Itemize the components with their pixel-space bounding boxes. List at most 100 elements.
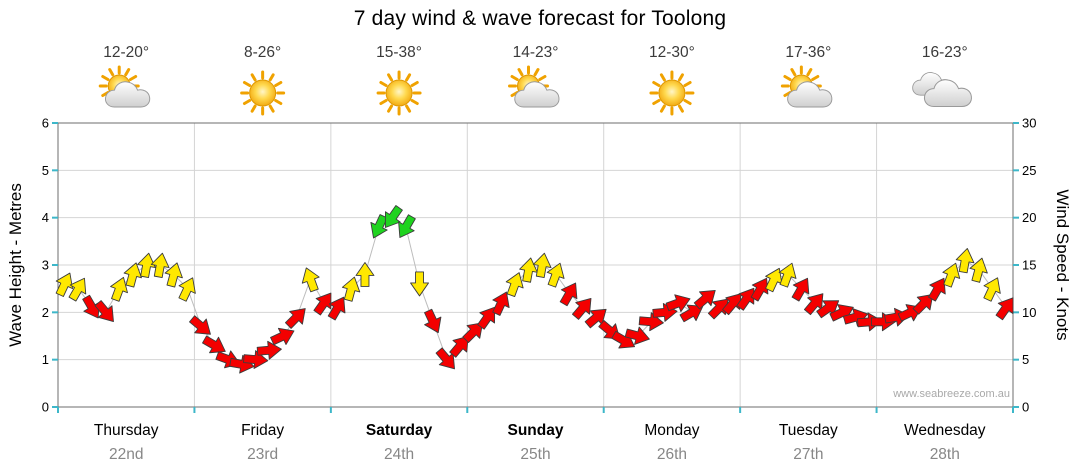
day-name: Saturday	[366, 422, 433, 439]
tick-label: 20	[1022, 210, 1036, 225]
tick-label: 5	[1022, 352, 1029, 367]
watermark: www.seabreeze.com.au	[893, 388, 1010, 400]
sunny-icon	[240, 70, 286, 116]
wind-arrow	[398, 214, 416, 238]
day-name: Friday	[241, 422, 284, 439]
wind-arrows	[55, 205, 1014, 374]
wind-arrow	[189, 315, 211, 335]
temperature-label: 15-38°	[376, 44, 422, 61]
weather-icons	[98, 65, 972, 116]
wind-arrow	[410, 271, 429, 297]
sun-cloud-icon	[508, 65, 560, 108]
temperature-label: 8-26°	[244, 44, 281, 61]
wind-arrow	[341, 276, 361, 302]
wind-arrow	[110, 276, 128, 302]
wind-arrow	[284, 308, 306, 329]
wind-arrow	[546, 262, 565, 288]
wind-arrow	[256, 340, 282, 360]
wind-arrow	[969, 257, 988, 283]
day-labels: Thursday 22nd Friday 23rd Saturday 24th Sunday…	[94, 422, 986, 463]
wind-arrow	[693, 289, 716, 310]
temperature-labels: 12-20° 8-26° 15-38° 14-23° 12-30° 17-36° 16-23…	[103, 44, 967, 61]
sunny-icon	[376, 70, 422, 116]
wind-arrow	[123, 262, 142, 288]
temperature-label: 12-20°	[103, 44, 149, 61]
day-date: 25th	[520, 446, 550, 463]
wind-arrow	[313, 292, 332, 316]
wind-arrow	[270, 327, 295, 346]
wind-arrow	[983, 277, 1001, 302]
tick-label: 15	[1022, 258, 1036, 273]
day-name: Wednesday	[904, 422, 986, 439]
sunny-icon	[649, 70, 695, 116]
wind-arrow	[505, 272, 524, 298]
temperature-label: 12-30°	[649, 44, 695, 61]
wind-arrow	[327, 296, 346, 321]
wind-arrow	[202, 335, 226, 354]
wind-arrow	[722, 293, 742, 316]
wind-arrow	[243, 350, 269, 369]
wind-arrow	[137, 252, 156, 278]
sun-cloud-icon	[780, 65, 833, 108]
wind-arrow	[559, 282, 578, 307]
wind-arrow	[462, 322, 484, 344]
wind-arrow	[942, 262, 961, 288]
wind-arrow	[638, 312, 664, 332]
left-axis-tick-labels: 0 1 2 3 4 5 6	[42, 116, 49, 415]
day-name: Monday	[644, 422, 699, 439]
wind-arrow	[791, 277, 810, 302]
wind-arrow	[355, 262, 375, 287]
axis-ticks	[52, 122, 1019, 413]
wind-arrow	[870, 312, 896, 332]
tick-label: 0	[1022, 400, 1029, 415]
wind-arrow	[532, 252, 552, 278]
tick-label: 5	[42, 163, 49, 178]
wind-arrow	[750, 277, 769, 302]
wind-arrow	[94, 300, 114, 322]
wind-arrow	[150, 252, 170, 278]
day-name: Sunday	[508, 422, 564, 439]
wind-arrow	[928, 277, 946, 302]
day-date: 24th	[384, 446, 414, 463]
temperature-label: 17-36°	[785, 44, 831, 61]
tick-label: 25	[1022, 163, 1036, 178]
wind-arrow	[843, 308, 869, 327]
tick-label: 10	[1022, 305, 1036, 320]
wind-arrow	[55, 272, 74, 297]
day-date: 28th	[930, 446, 960, 463]
wind-arrow	[477, 306, 496, 330]
right-axis-tick-labels: 0 5 10 15 20 25 30	[1022, 116, 1036, 415]
wave-height-axis-label: Wave Height - Metres	[6, 183, 25, 347]
day-name: Tuesday	[779, 422, 838, 439]
day-date: 26th	[657, 446, 687, 463]
wind-arrow	[912, 293, 934, 315]
cloudy-icon	[912, 72, 972, 108]
day-name: Thursday	[94, 422, 159, 439]
wind-arrow	[736, 287, 755, 311]
tick-label: 1	[42, 352, 49, 367]
wind-arrow	[679, 304, 704, 323]
wind-arrow	[955, 247, 975, 274]
wind-arrow	[384, 205, 403, 228]
wind-arrow	[370, 214, 388, 239]
wind-arrow	[572, 297, 592, 320]
wind-speed-axis-label: Wind Speed - Knots	[1053, 189, 1072, 341]
wind-arrow	[68, 277, 87, 302]
tick-label: 0	[42, 400, 49, 415]
wind-arrow	[449, 335, 469, 358]
tick-label: 4	[42, 210, 49, 225]
page-title: 7 day wind & wave forecast for Toolong	[353, 7, 727, 30]
wind-arrow	[665, 294, 691, 313]
temperature-label: 16-23°	[922, 44, 968, 61]
wind-arrow	[624, 326, 650, 345]
wind-arrow	[164, 262, 183, 288]
wind-arrow	[707, 298, 729, 320]
day-date: 22nd	[109, 446, 143, 463]
tick-label: 30	[1022, 116, 1036, 131]
tick-label: 2	[42, 305, 49, 320]
wind-arrow	[229, 354, 255, 374]
day-date: 23rd	[247, 446, 278, 463]
wind-arrow	[995, 297, 1014, 321]
